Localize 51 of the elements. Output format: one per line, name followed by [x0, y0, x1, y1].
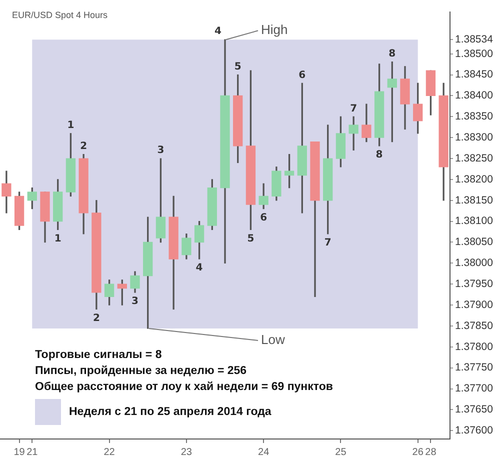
annotation: 8 — [388, 48, 396, 60]
annotation: 6 — [298, 70, 306, 81]
y-tick-label: 1.37750 — [455, 362, 494, 374]
x-tick-label: 26 — [412, 446, 424, 458]
y-tick-label: 1.38050 — [455, 236, 494, 248]
annotation: 4 — [214, 26, 222, 38]
x-tick-label: 28 — [425, 446, 437, 458]
annotation: 5 — [234, 61, 242, 72]
x-tick-label: 25 — [335, 446, 347, 458]
annotation: 7 — [324, 237, 332, 248]
y-tick-label: 1.38350 — [455, 110, 494, 123]
annotation: Low — [261, 332, 286, 348]
x-tick-label: 24 — [258, 446, 270, 458]
annotation: 2 — [80, 140, 88, 152]
y-tick-label: 1.37800 — [455, 340, 494, 353]
y-tick-label: 1.38000 — [455, 257, 494, 270]
annotation: Торговые сигналы = 8 — [35, 348, 163, 363]
y-tick-label: 1.37650 — [455, 404, 494, 416]
y-tick-label: 1.37700 — [455, 382, 494, 395]
annotation: 6 — [260, 212, 268, 224]
legend-label: Неделя с 21 по 25 апреля 2014 года — [69, 405, 272, 420]
y-tick-label: 1.38100 — [455, 215, 494, 228]
x-tick-label: 23 — [180, 446, 192, 458]
y-tick-label: 1.38450 — [455, 68, 494, 81]
y-tick-label: 1.37950 — [455, 278, 494, 290]
annotation: 1 — [67, 120, 74, 131]
annotation: 5 — [247, 233, 254, 244]
y-tick-label: 1.37600 — [455, 424, 494, 437]
annotation: 7 — [350, 103, 358, 114]
annotation: 2 — [92, 312, 100, 324]
y-tick-label: 1.37850 — [455, 320, 494, 332]
y-tick-label: 1.38534 — [455, 34, 494, 46]
x-tick-label: 19 — [14, 446, 26, 458]
annotation: High — [261, 22, 288, 38]
annotation: 4 — [196, 262, 203, 274]
annotation: 3 — [132, 296, 139, 308]
annotation: 1 — [54, 233, 62, 244]
annotation: 3 — [157, 145, 164, 156]
y-tick-label: 1.38500 — [455, 48, 494, 60]
y-tick-label: 1.38200 — [455, 173, 494, 186]
x-tick-label: 21 — [26, 446, 38, 458]
y-tick-label: 1.38300 — [455, 131, 494, 144]
annotation: 8 — [376, 150, 383, 161]
annotation: Пипсы, пройденные за неделю = 256 — [35, 364, 248, 379]
x-tick-label: 22 — [104, 446, 116, 458]
y-tick-label: 1.38400 — [455, 90, 494, 102]
annotation: Общее расстояние от лоу к хай недели = 69 пунктов — [35, 380, 333, 395]
y-tick-label: 1.38250 — [455, 152, 494, 164]
y-tick-label: 1.38150 — [455, 194, 494, 206]
y-tick-label: 1.37900 — [455, 298, 494, 311]
chart-title: EUR/USD Spot 4 Hours — [12, 10, 108, 20]
